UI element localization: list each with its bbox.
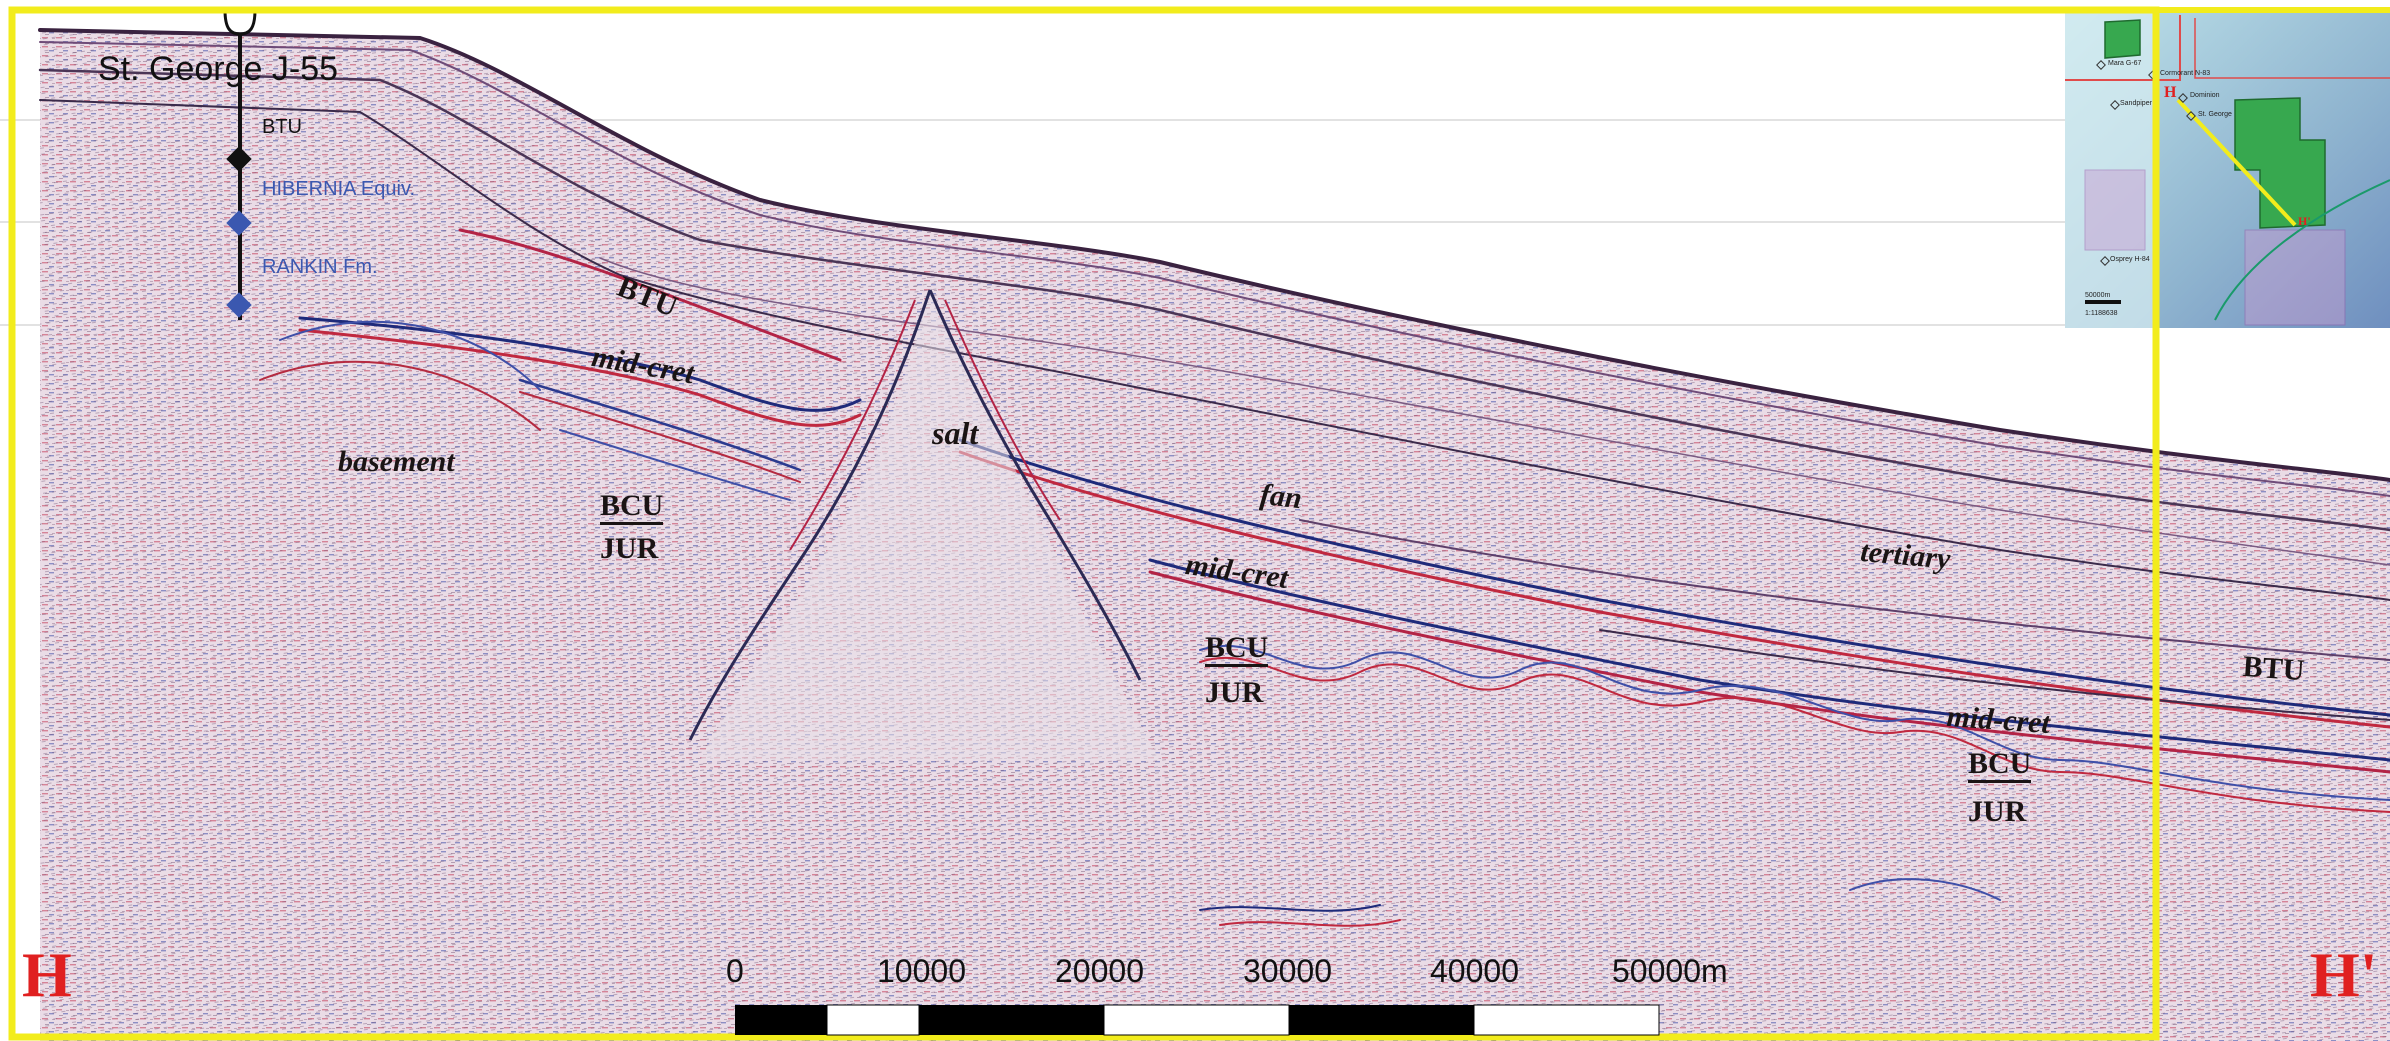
inset-well-osprey: Osprey H-84 — [2110, 256, 2150, 263]
scale-bar — [735, 1004, 1660, 1036]
scale-tick-0: 0 — [726, 953, 744, 989]
well-marker-rankin: RANKIN Fm. — [262, 256, 378, 278]
horizon-label-bcu-1: BCU — [600, 490, 664, 525]
inset-line-start: H — [2164, 84, 2177, 101]
scale-tick-20000: 20000 — [1055, 953, 1144, 989]
horizon-label-fan: fan — [1258, 478, 1304, 516]
inset-well-st-george: St. George — [2198, 111, 2232, 118]
horizon-label-midcret-3: mid-cret — [1945, 700, 2052, 741]
section-start-label: H — [22, 939, 72, 1010]
horizon-label-bcu-2: BCU — [1205, 632, 1269, 667]
inset-well-symbols — [2096, 60, 2196, 266]
reflector-lines — [38, 28, 2390, 927]
horizon-label-jur-3: JUR — [1968, 795, 2027, 828]
horizon-label-jur-1: JUR — [600, 532, 659, 565]
horizon-label-btu-2: BTU — [2241, 650, 2306, 688]
scale-tick-30000: 30000 — [1243, 953, 1332, 989]
horizon-label-basement: basement — [338, 445, 455, 478]
inset-well-dominion: Dominion — [2190, 92, 2220, 99]
inset-line-end: H' — [2298, 214, 2311, 228]
scale-tick-40000: 40000 — [1430, 953, 1519, 989]
well-marker-hibernia: HIBERNIA Equiv. — [262, 178, 416, 200]
salt-diapir — [700, 290, 1160, 760]
scale-tick-10000: 10000 — [877, 953, 966, 989]
salt-flanks — [688, 289, 1142, 741]
well-name: St. George J-55 — [98, 50, 339, 88]
scale-tick-50000m: 50000m — [1612, 953, 1728, 989]
inset-well-sandpiper: Sandpiper — [2120, 100, 2152, 107]
inset-ratio-text: 1:1188638 — [2085, 310, 2118, 317]
section-end-label: H' — [2310, 939, 2378, 1010]
yellow-frame — [8, 6, 2160, 1041]
seismic-overlay-texture — [40, 30, 2390, 1041]
well-marker-btu: BTU — [262, 116, 302, 138]
horizon-label-bcu-3: BCU — [1968, 748, 2032, 783]
horizon-label-salt: salt — [932, 415, 979, 451]
inset-well-cormorant: Cormorant N-83 — [2160, 70, 2211, 77]
inset-scale-text: 50000m — [2085, 292, 2111, 299]
inset-location-map — [2065, 10, 2390, 328]
horizon-label-jur-2: JUR — [1205, 676, 1264, 709]
inset-well-mara: Mara G-67 — [2108, 60, 2142, 67]
